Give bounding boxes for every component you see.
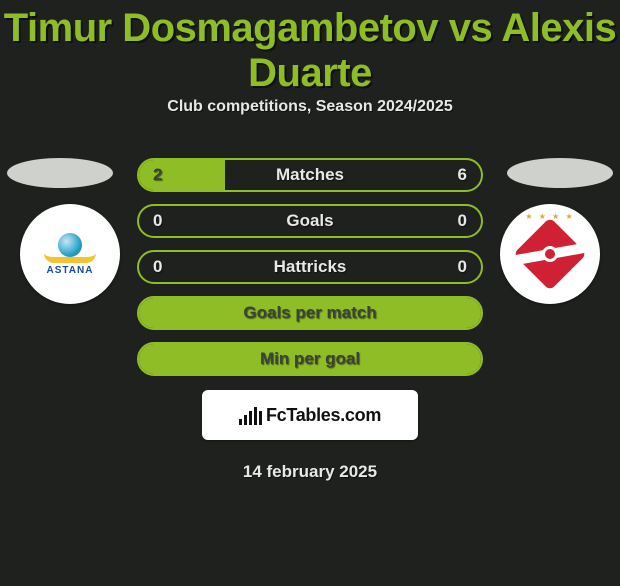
page-title: Timur Dosmagambetov vs Alexis Duarte: [0, 6, 620, 96]
stat-matches-right-value: 6: [458, 165, 467, 185]
stats-section: ASTANA ★ ★ ★ ★ 2 Matches 6 0 Goals 0 0 H…: [0, 158, 620, 482]
stat-row-goals-per-match: Goals per match: [137, 296, 483, 330]
club-badge-right: ★ ★ ★ ★: [500, 204, 600, 304]
footer-date: 14 february 2025: [0, 462, 620, 482]
spartak-logo-icon: ★ ★ ★ ★: [514, 218, 586, 290]
stat-goals-label: Goals: [139, 211, 481, 231]
stat-mpg-label: Min per goal: [139, 349, 481, 369]
stat-goals-right-value: 0: [458, 211, 467, 231]
stat-hattricks-label: Hattricks: [139, 257, 481, 277]
player-right-avatar-placeholder: [507, 158, 613, 188]
club-badge-left: ASTANA: [20, 204, 120, 304]
footer-brand-text: FcTables.com: [266, 405, 381, 426]
stat-row-hattricks: 0 Hattricks 0: [137, 250, 483, 284]
stat-hattricks-right-value: 0: [458, 257, 467, 277]
stat-gpm-label: Goals per match: [139, 303, 481, 323]
astana-logo-icon: ASTANA: [36, 220, 104, 288]
footer-brand-card: FcTables.com: [202, 390, 418, 440]
page-subtitle: Club competitions, Season 2024/2025: [0, 98, 620, 116]
stat-row-goals: 0 Goals 0: [137, 204, 483, 238]
stat-row-matches: 2 Matches 6: [137, 158, 483, 192]
player-left-avatar-placeholder: [7, 158, 113, 188]
stat-matches-label: Matches: [139, 165, 481, 185]
astana-logo-text: ASTANA: [47, 265, 94, 276]
fctables-bars-icon: [239, 405, 262, 425]
stat-row-min-per-goal: Min per goal: [137, 342, 483, 376]
